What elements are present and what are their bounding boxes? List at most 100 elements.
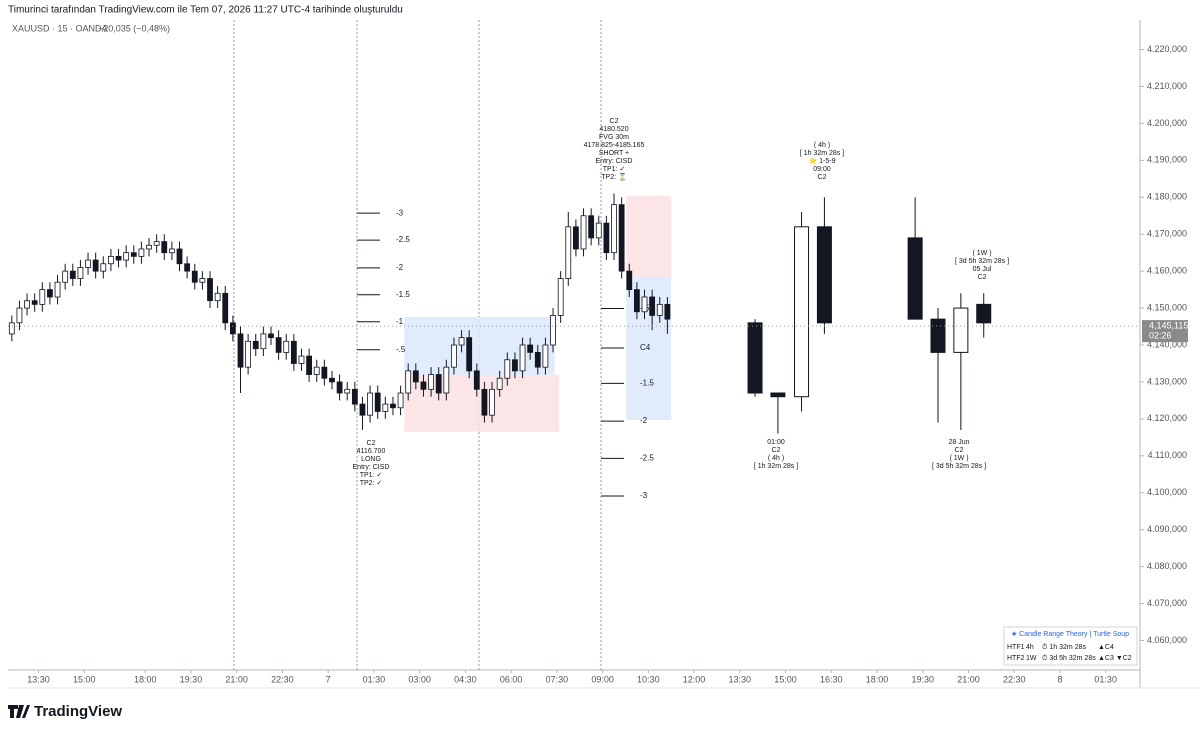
annotation: 09:00 bbox=[813, 166, 831, 173]
candle-body bbox=[176, 248, 183, 265]
candle-body bbox=[649, 296, 656, 316]
brand: TradingView bbox=[34, 703, 122, 720]
table-cell: ▲C4 bbox=[1098, 644, 1114, 651]
level-label: -.5 bbox=[396, 345, 406, 354]
candle-body bbox=[260, 333, 267, 350]
y-tick-label: 4.160,000 bbox=[1147, 266, 1187, 276]
y-tick-label: 4.210,000 bbox=[1147, 81, 1187, 91]
candle-body bbox=[8, 322, 15, 335]
candle-body bbox=[115, 255, 122, 261]
level-label: -1 bbox=[396, 317, 404, 326]
htf-body bbox=[794, 226, 810, 398]
zone bbox=[626, 195, 672, 277]
candle-body bbox=[344, 388, 351, 394]
x-tick-label: 07:30 bbox=[546, 674, 569, 684]
logo: TradingView bbox=[8, 703, 122, 720]
table-cell: ⏱ 1h 32m 28s bbox=[1042, 643, 1086, 651]
level-label: -3 bbox=[396, 208, 404, 217]
htf-body bbox=[907, 237, 923, 320]
annotation: C2 bbox=[610, 118, 619, 125]
candle-body bbox=[130, 252, 137, 257]
x-tick-label: 19:30 bbox=[180, 674, 203, 684]
annotation: TP1: ✓ bbox=[360, 472, 383, 479]
candle-body bbox=[168, 248, 175, 254]
last-price: 4,145,115 bbox=[1149, 320, 1188, 330]
table-cell: HTF2 bbox=[1007, 655, 1025, 662]
candle-body bbox=[443, 366, 450, 394]
annotation: ( 4h ) bbox=[814, 142, 830, 149]
y-tick-label: 4.060,000 bbox=[1147, 635, 1187, 645]
candle-body bbox=[588, 215, 595, 239]
x-tick-label: 18:00 bbox=[134, 674, 157, 684]
candle-body bbox=[496, 377, 503, 390]
candle-body bbox=[16, 307, 23, 324]
x-tick-label: 09:00 bbox=[591, 674, 614, 684]
y-tick-label: 4.070,000 bbox=[1147, 598, 1187, 608]
candle-body bbox=[504, 359, 511, 379]
zone bbox=[626, 276, 672, 420]
annotation: TP2: ⏳ bbox=[601, 172, 626, 181]
annotation: 28 Jun bbox=[948, 439, 969, 446]
level-label: -2 bbox=[640, 416, 648, 425]
candle-body bbox=[412, 370, 419, 383]
x-tick-label: 06:00 bbox=[500, 674, 523, 684]
annotation: ( 4h ) bbox=[768, 455, 784, 462]
table-cell: ▲C3 ▼C2 bbox=[1098, 655, 1132, 662]
info-table bbox=[1003, 626, 1138, 666]
candle-body bbox=[390, 403, 396, 409]
x-tick-label: 8 bbox=[1057, 674, 1062, 684]
x-tick-label: 12:00 bbox=[683, 674, 706, 684]
candle-body bbox=[245, 340, 252, 368]
htf-body bbox=[770, 392, 786, 398]
candle-body bbox=[451, 344, 457, 368]
candle-body bbox=[62, 270, 69, 283]
candle-body bbox=[207, 278, 213, 302]
candle-body bbox=[527, 344, 534, 353]
candle-body bbox=[92, 259, 99, 272]
candle-body bbox=[47, 289, 53, 298]
table-cell: 1W bbox=[1026, 655, 1037, 662]
candle-body bbox=[184, 263, 191, 272]
candle-body bbox=[573, 226, 579, 250]
candle-body bbox=[641, 296, 648, 313]
candle-body bbox=[54, 281, 61, 298]
candle-body bbox=[123, 252, 130, 261]
annotation: FVG 30m bbox=[599, 134, 629, 141]
y-tick-label: 4.200,000 bbox=[1147, 118, 1187, 128]
candle-body bbox=[336, 381, 343, 394]
htf-body bbox=[953, 307, 969, 353]
x-tick-label: 7 bbox=[326, 674, 331, 684]
candle-body bbox=[275, 337, 282, 353]
candle-body bbox=[534, 351, 541, 368]
x-tick-label: 21:00 bbox=[225, 674, 248, 684]
x-tick-label: 15:00 bbox=[774, 674, 797, 684]
candle-body bbox=[382, 403, 389, 412]
candle-body bbox=[550, 315, 556, 346]
x-tick-label: 01:30 bbox=[363, 674, 386, 684]
level-label: -1.5 bbox=[396, 290, 410, 299]
annotation: 4116.700 bbox=[357, 448, 386, 455]
level-label: -2 bbox=[396, 263, 404, 272]
annotation: SHORT + bbox=[599, 150, 629, 157]
candle-body bbox=[100, 263, 107, 272]
candle-body bbox=[138, 248, 145, 257]
candle-body bbox=[595, 222, 602, 239]
candle-body bbox=[306, 355, 313, 375]
annotation: TP1: ✓ bbox=[603, 166, 626, 173]
x-tick-label: 03:00 bbox=[408, 674, 431, 684]
symbol: XAUUSD · 15 · OANDA bbox=[12, 23, 108, 33]
annotation: [ 1h 32m 28s ] bbox=[800, 150, 844, 157]
candle-body bbox=[580, 215, 587, 250]
y-tick-label: 4.190,000 bbox=[1147, 155, 1187, 165]
last-price-badge bbox=[1142, 320, 1188, 343]
candle-body bbox=[458, 337, 465, 346]
x-tick-label: 22:30 bbox=[1003, 674, 1026, 684]
annotation: 4180.520 bbox=[599, 126, 628, 133]
candle-body bbox=[313, 366, 320, 375]
annotation: 4178.825-4185.165 bbox=[584, 142, 645, 149]
annotation: ( 1W ) bbox=[949, 455, 968, 462]
table-title: ★ Candle Range Theory | Turtle Soup bbox=[1011, 630, 1129, 638]
annotation: Entry: CISD bbox=[596, 158, 633, 165]
